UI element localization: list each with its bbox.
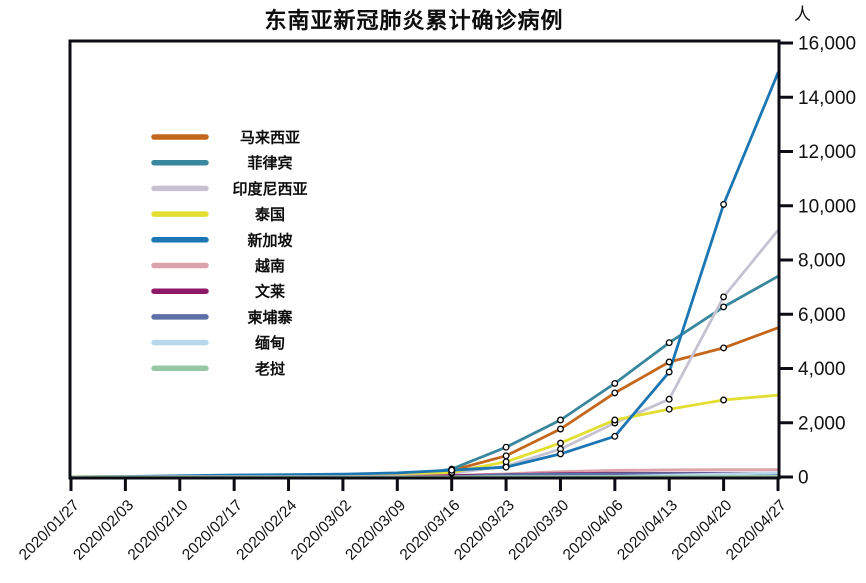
data-point-philippines xyxy=(557,416,564,424)
data-point-thailand xyxy=(611,416,619,424)
data-point-thailand xyxy=(557,439,564,447)
data-point-singapore xyxy=(448,466,456,474)
data-point-philippines xyxy=(611,379,619,387)
data-point-singapore xyxy=(611,432,619,440)
data-point-philippines xyxy=(665,339,673,347)
y-axis-tick-label: 0 xyxy=(798,468,809,489)
series-line-singapore xyxy=(69,71,780,479)
plot-border xyxy=(68,39,781,480)
series-line-philippines xyxy=(69,274,780,479)
series-lines xyxy=(69,71,780,479)
y-axis: 0 2,000 4,000 6,000 8,000 10,000 12,000 14,000 1… xyxy=(779,34,856,489)
series-line-malaysia xyxy=(69,326,780,479)
y-axis-tick-label: 16,000 xyxy=(798,34,856,55)
y-axis-tick-label: 14,000 xyxy=(798,88,856,109)
legend-label-brunei: 文莱 xyxy=(255,283,285,301)
data-point-malaysia xyxy=(611,389,619,397)
legend-label-indonesia: 印度尼西亚 xyxy=(232,180,307,198)
data-point-philippines xyxy=(502,443,510,451)
data-point-singapore xyxy=(502,463,510,471)
legend-label-cambodia: 柬埔寨 xyxy=(247,308,292,326)
data-points xyxy=(448,200,728,477)
y-axis-tick-label: 2,000 xyxy=(798,413,846,434)
legend-label-laos: 老挝 xyxy=(254,360,286,378)
data-point-malaysia xyxy=(557,425,564,433)
legend-label-philippines: 菲律宾 xyxy=(247,154,292,172)
data-point-philippines xyxy=(720,303,728,311)
chart-title: 东南亚新冠肺炎累计确诊病例 xyxy=(264,8,564,33)
x-axis: 2020/01/272020/02/032020/02/102020/02/17… xyxy=(16,479,790,564)
data-point-thailand xyxy=(665,405,673,413)
data-point-thailand xyxy=(720,396,728,404)
legend-label-vietnam: 越南 xyxy=(254,257,285,275)
data-point-singapore xyxy=(720,200,728,208)
data-point-singapore xyxy=(665,368,673,376)
data-point-malaysia xyxy=(665,358,673,366)
y-axis-tick-label: 12,000 xyxy=(798,142,856,163)
data-point-singapore xyxy=(557,450,564,458)
y-axis-tick-label: 6,000 xyxy=(798,305,846,326)
y-axis-tick-label: 8,000 xyxy=(798,251,846,272)
data-point-indonesia xyxy=(720,293,728,301)
legend-label-malaysia: 马来西亚 xyxy=(240,129,300,147)
legend-label-thailand: 泰国 xyxy=(254,206,285,224)
data-point-indonesia xyxy=(665,395,673,403)
legend-label-myanmar: 缅甸 xyxy=(255,334,285,352)
y-axis-tick-label: 10,000 xyxy=(798,196,856,217)
legend-label-singapore: 新加坡 xyxy=(247,231,292,249)
data-point-malaysia xyxy=(720,344,728,352)
data-point-malaysia xyxy=(502,452,510,460)
y-axis-unit-label: 人 xyxy=(794,5,811,24)
y-axis-tick-label: 4,000 xyxy=(798,359,846,380)
